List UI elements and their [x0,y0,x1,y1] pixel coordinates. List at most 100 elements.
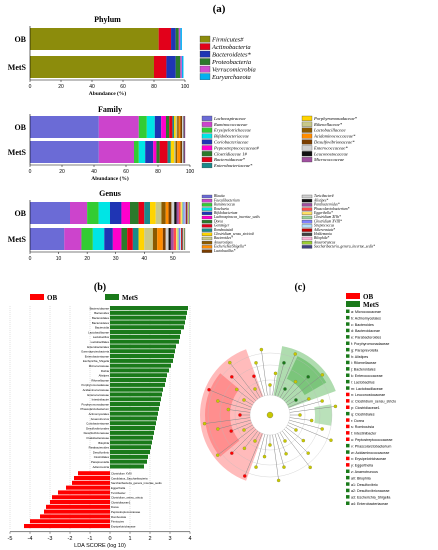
cladogram-sector [286,356,327,395]
cladogram-branch [272,434,279,481]
lda-bar-label: Escherichia_Shigella [83,359,109,363]
genus-bar-segment [185,202,187,224]
cladogram-node [234,387,239,392]
phylum-bar-segment [180,28,182,50]
lda-tick-label: -2 [68,536,73,542]
genus-bar-segment [170,228,174,250]
cladogram-node [329,438,333,442]
family-tick-label: 60 [123,169,129,175]
phylum-legend-label: Bacteroidetes* [212,52,251,59]
family-legend-label: Enterobacteriaceae* [213,163,253,168]
phylum-legend-swatch [199,58,211,65]
cladogram-clade-label: v: Phascolarctobacterium [351,444,391,448]
lda-tick-label: 0 [108,536,111,542]
cladogram-node [301,438,306,443]
cladogram-branch [281,381,296,400]
family-legend-swatch [301,151,313,157]
cladogram-panel-label: (c) [294,282,305,293]
family-bar-segment [169,116,173,138]
phylum-category-label: MetS [8,63,27,72]
lda-tick-label: -4 [28,536,33,542]
cladogram-clade-marker [346,347,350,352]
lda-tick-label: -1 [88,536,93,542]
family-legend-swatch [201,127,213,133]
family-legend-label: Porphyromonadaceae* [313,116,358,121]
cladogram-branch [217,426,255,456]
lda-bar-ob [50,500,110,505]
cladogram-clade-marker [346,488,350,493]
genus-legend-label: Phascolarctobacterium* [313,207,350,211]
genus-bar-segment [168,228,171,250]
lda-bar-label: Coriobacteriaceae [86,422,109,426]
lda-bar-label: Romboutsia [111,515,126,519]
cladogram-branch [228,409,251,413]
lda-bar-label: Peptostreptococcaceae [111,510,141,514]
genus-legend-label: Blautia [214,194,225,198]
family-legend-label: Leuconostocaceae [313,151,348,156]
cladogram-ring [219,364,321,466]
genus-bar-segment [130,202,139,224]
genus-legend-label: Clostridium XIVa* [314,215,341,219]
lda-x-label: LDA SCORE (log 10) [74,543,126,549]
genus-legend-swatch [201,194,213,199]
genus-legend-label: Gemmiger [214,224,230,228]
cladogram-clade-marker [346,418,350,422]
lda-bar-mets [110,378,166,383]
cladogram-node [230,375,234,379]
family-x-label: Abundance (%) [91,175,129,182]
family-bar-segment [138,141,146,163]
lda-bar-label: Micrococcaceae [89,364,110,368]
cladogram-ring [207,352,333,478]
cladogram-node [262,454,267,459]
cladogram-sector [314,404,332,426]
lda-bar-mets [110,354,174,359]
genus-bar-segment [173,228,176,250]
phylum-tick-label: 0 [29,84,32,90]
cladogram-branch [285,374,323,404]
family-bar-segment [178,116,181,138]
cladogram-branch [285,426,304,441]
genus-legend-swatch [201,224,213,228]
cladogram-branch [281,430,311,468]
cladogram-node [268,383,272,387]
lda-bar-label: Alistipes [99,374,110,378]
family-tick-label: 20 [59,169,65,175]
cladogram-node [273,371,278,376]
genus-bar-segment [127,228,133,250]
genus-legend-label: Romboutsia# [213,228,233,232]
lda-bar-mets [110,406,159,411]
lda-legend-swatch [30,294,44,300]
genus-legend-swatch [301,224,313,228]
family-legend-label: Ruminococcaceae [213,122,247,127]
family-legend-swatch [301,145,313,151]
genus-legend-swatch [301,211,313,215]
lda-bar-label: Rothia [101,369,110,373]
family-bar-segment [30,116,99,138]
lda-bar-label: Bacteroidaceae [90,306,110,310]
cladogram-clade-label: k: Enterococcaceae [351,374,383,378]
family-bar-segment [159,141,168,163]
cladogram-branch [255,362,266,396]
lda-bar-label: Desulfovibrio [93,450,110,454]
cladogram-clade-marker [346,450,350,454]
cladogram-clade-label: w: Acidaminococcaceae [351,451,389,455]
genus-legend-swatch [301,245,313,249]
cladogram-node [243,474,247,478]
lda-bar-label: Enterobacteriales [87,345,109,349]
lda-tick-label: 4 [188,536,191,542]
cladogram-branch [283,428,309,454]
lda-tick-label: -5 [8,536,13,542]
cladogram-node [254,361,258,365]
lda-bar-mets [110,459,147,464]
cladogram-clade-label: a: Micrococcaceae [351,310,381,314]
genus-bar-segment [144,228,153,250]
figure-label-a: (a) [213,3,226,15]
genus-legend-swatch [201,232,213,236]
cladogram-clade-label: a2: Desulfovibrionaceae [351,489,390,493]
genus-legend-label: Saccharibacteria_genera_incertae_sedis* [314,245,375,249]
family-legend-label: Lactobacillaceae [313,128,346,133]
genus-legend-label: Bacteroides* [214,236,233,240]
family-bar-segment [170,141,174,163]
cladogram-clade-label: s: Romboutsia [351,425,374,429]
lda-bar-mets [110,464,144,469]
